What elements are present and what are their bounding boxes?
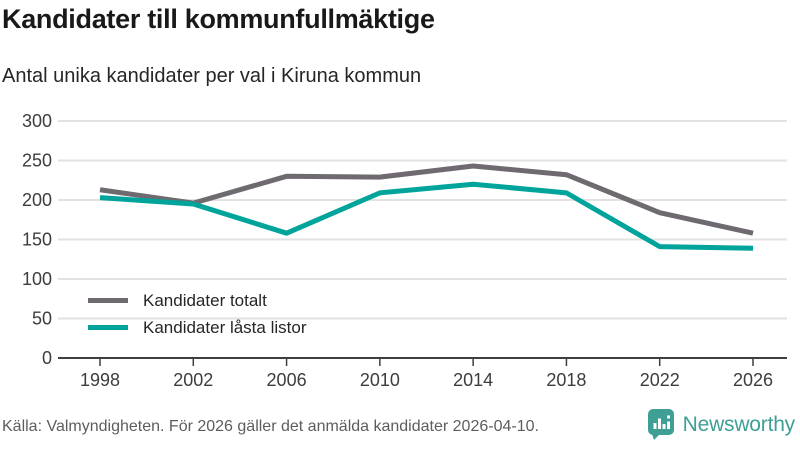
y-tick-label: 50 — [32, 309, 52, 329]
series-line-kandidater-totalt — [99, 163, 754, 236]
legend-label: Kandidater låsta listor — [143, 317, 307, 337]
x-tick-label: 2002 — [173, 370, 213, 390]
page-title: Kandidater till kommunfullmäktige — [2, 4, 435, 34]
y-tick-label: 150 — [22, 230, 52, 250]
newsworthy-logo: Newsworthy — [647, 409, 795, 440]
y-tick-label: 250 — [22, 151, 52, 171]
series-line-kandidater-l-sta-listor — [99, 181, 754, 251]
x-tick-label: 2022 — [640, 370, 680, 390]
x-tick-label: 2010 — [360, 370, 400, 390]
chart-footer: Källa: Valmyndigheten. För 2026 gäller d… — [0, 408, 800, 450]
y-tick-label: 0 — [42, 348, 52, 368]
x-tick-label: 2006 — [267, 370, 307, 390]
legend-item-total: Kandidater totalt — [88, 287, 306, 314]
newsworthy-bubble-chart-icon — [647, 409, 674, 440]
y-tick-label: 100 — [22, 269, 52, 289]
x-tick-label: 2014 — [453, 370, 493, 390]
brand-name: Newsworthy — [682, 412, 796, 436]
page-subtitle: Antal unika kandidater per val i Kiruna … — [2, 65, 422, 87]
x-tick-label: 2026 — [733, 370, 773, 390]
legend-item-locked: Kandidater låsta listor — [88, 314, 306, 341]
chart-legend: Kandidater totalt Kandidater låsta listo… — [88, 287, 306, 341]
x-tick-label: 2018 — [546, 370, 586, 390]
y-tick-label: 200 — [22, 190, 52, 210]
x-tick-label: 1998 — [80, 370, 120, 390]
locked-line-swatch — [88, 325, 128, 330]
y-tick-label: 300 — [22, 111, 52, 131]
source-note: Källa: Valmyndigheten. För 2026 gäller d… — [2, 418, 539, 435]
legend-label: Kandidater totalt — [143, 290, 267, 310]
total-line-swatch — [88, 298, 128, 303]
